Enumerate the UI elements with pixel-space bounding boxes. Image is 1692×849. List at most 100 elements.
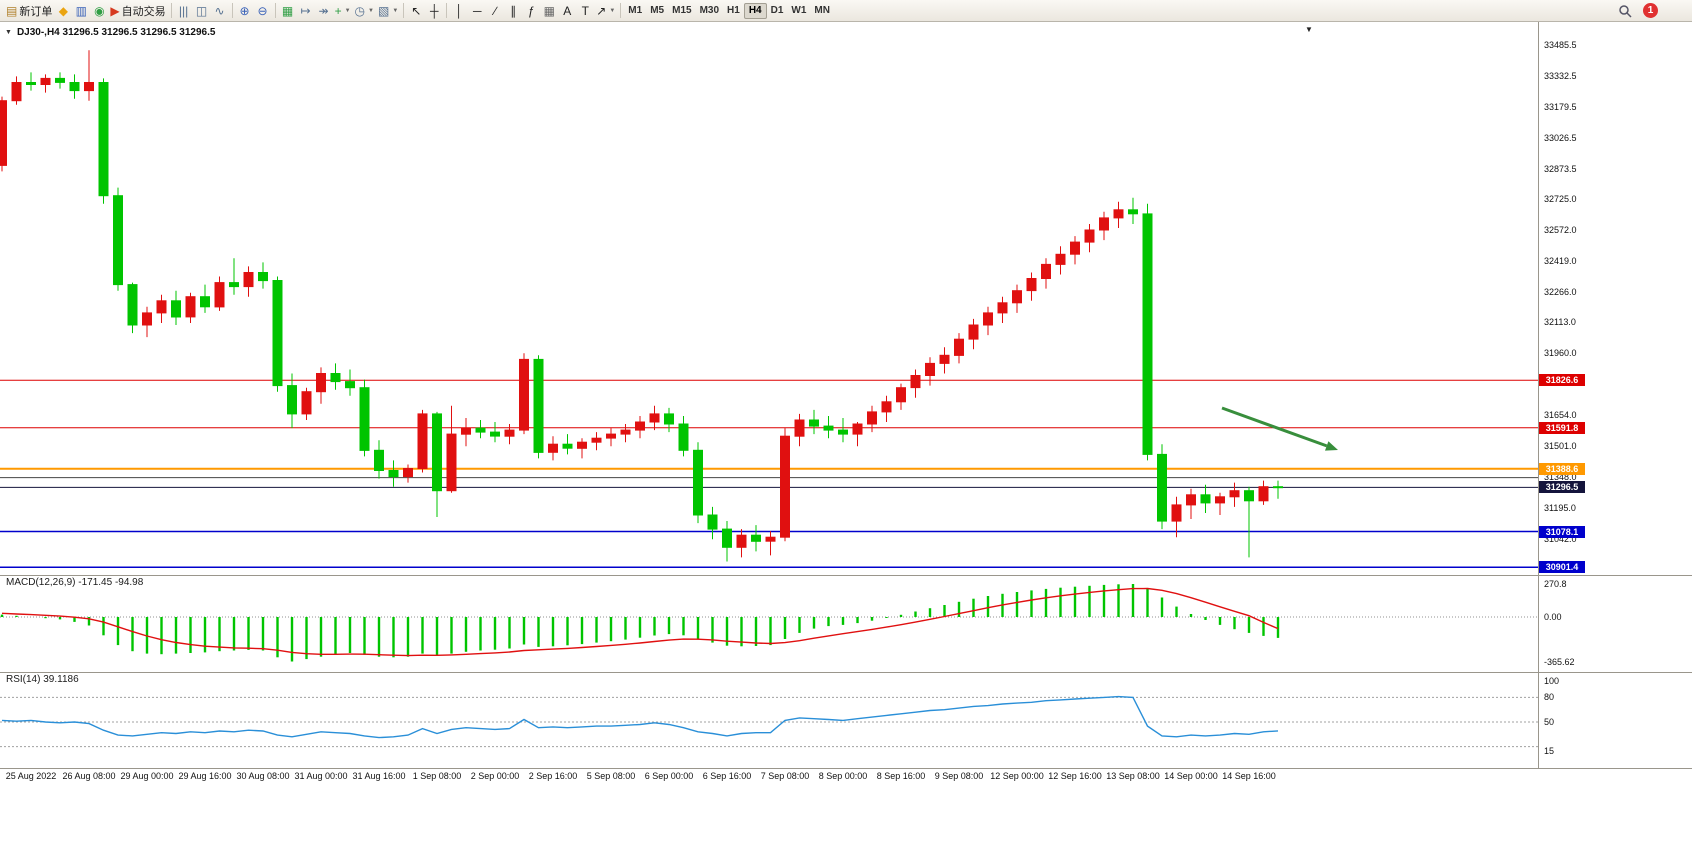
- panel-separator-macd[interactable]: [0, 575, 1692, 576]
- toolbar-items: ▤ 新订单 ◆ ▥ ◉ ▶ 自动交易 ||| ◫ ∿ ⊕ ⊖ ▦ ↦ ↠ + ▼ ◷ ▼ ▧ ▼ ↖ ┼ │ ─ ∕ ∥ ƒ ▦ A T ↗ ▼…: [4, 2, 834, 20]
- rsi-scale-label: 80: [1544, 692, 1555, 703]
- market-watch-icon[interactable]: ▥: [72, 2, 90, 20]
- price-axis-label: 32725.0: [1544, 193, 1577, 204]
- price-axis-label: 31654.0: [1544, 410, 1577, 421]
- label-icon[interactable]: T: [576, 2, 594, 20]
- chart-title-box: ▼ DJ30-,H4 31296.5 31296.5 31296.5 31296…: [5, 27, 215, 38]
- search-icon[interactable]: [1616, 2, 1634, 20]
- new-order-button[interactable]: ▤ 新订单: [4, 2, 54, 20]
- channel-icon[interactable]: ∥: [504, 2, 522, 20]
- metaeditor-icon: ◆: [58, 3, 68, 18]
- timeframe-h1[interactable]: H1: [727, 5, 740, 16]
- chart-shift-icon[interactable]: ↦: [297, 2, 315, 20]
- trendline-icon[interactable]: ∕: [486, 2, 504, 20]
- label-icon: T: [581, 3, 589, 18]
- text-icon[interactable]: A: [558, 2, 576, 20]
- line-chart-icon: ∿: [214, 3, 225, 18]
- vertical-line-icon: │: [455, 3, 464, 18]
- timeframe-mn[interactable]: MN: [814, 5, 830, 16]
- toolbar-separator: [274, 3, 276, 18]
- price-axis-label: 33179.5: [1544, 101, 1577, 112]
- time-axis-border: [0, 768, 1692, 769]
- channel-icon: ∥: [510, 3, 517, 18]
- price-axis-label: 32873.5: [1544, 163, 1577, 174]
- time-axis-label: 14 Sep 16:00: [1222, 771, 1276, 781]
- price-axis-border: [1538, 22, 1539, 768]
- auto-trading-button[interactable]: ▶ 自动交易: [108, 2, 167, 20]
- price-axis-label: 32266.0: [1544, 286, 1577, 297]
- candlestick-chart-icon[interactable]: ◫: [193, 2, 211, 20]
- cursor-icon[interactable]: ↖: [407, 2, 425, 20]
- panel-separator-rsi[interactable]: [0, 672, 1692, 673]
- time-axis-label: 29 Aug 16:00: [178, 771, 232, 781]
- periods-icon[interactable]: ◷ ▼: [353, 2, 376, 20]
- line-chart-icon[interactable]: ∿: [211, 2, 229, 20]
- candlestick-chart-icon: ◫: [195, 3, 208, 18]
- time-axis-label: 25 Aug 2022: [5, 771, 57, 781]
- trendline-icon: ∕: [494, 3, 497, 18]
- price-level-badge: 31078.1: [1539, 525, 1585, 538]
- expert-advisors-icon[interactable]: ◉: [90, 2, 108, 20]
- time-axis-label: 6 Sep 16:00: [702, 771, 752, 781]
- timeframe-m30[interactable]: M30: [699, 5, 720, 16]
- timeframe-h4[interactable]: H4: [743, 2, 767, 19]
- horizontal-line-icon: ─: [473, 3, 482, 18]
- time-axis-label: 30 Aug 08:00: [236, 771, 290, 781]
- crosshair-icon[interactable]: ┼: [425, 2, 443, 20]
- macd-scale-label: 270.8: [1544, 579, 1567, 589]
- price-axis-label: 32572.0: [1544, 224, 1577, 235]
- templates-icon[interactable]: ▧ ▼: [376, 2, 400, 20]
- chart-end-marker: ▼: [1305, 25, 1313, 34]
- templates-icon: ▧: [377, 3, 390, 18]
- grid-icon[interactable]: ▦: [540, 2, 558, 20]
- price-level-badge: 31826.6: [1539, 374, 1585, 387]
- horizontal-line-icon[interactable]: ─: [468, 2, 486, 20]
- zoom-in-icon[interactable]: ⊕: [236, 2, 254, 20]
- time-axis-label: 9 Sep 08:00: [934, 771, 984, 781]
- arrows-icon[interactable]: ↗ ▼: [594, 2, 617, 20]
- rsi-scale-label: 100: [1544, 676, 1560, 686]
- zoom-out-icon[interactable]: ⊖: [254, 2, 272, 20]
- macd-scale-label: -365.62: [1544, 656, 1575, 667]
- metaeditor-icon[interactable]: ◆: [54, 2, 72, 20]
- time-axis-label: 31 Aug 16:00: [352, 771, 406, 781]
- indicators-icon[interactable]: + ▼: [333, 2, 353, 20]
- time-axis-label: 12 Sep 16:00: [1048, 771, 1102, 781]
- rsi-indicator-canvas[interactable]: [0, 672, 1538, 768]
- price-axis-label: 33026.5: [1544, 132, 1577, 143]
- tile-windows-icon[interactable]: ▦: [279, 2, 297, 20]
- auto-scroll-icon[interactable]: ↠: [315, 2, 333, 20]
- periods-icon: ◷: [354, 3, 366, 18]
- price-level-badge: 31388.6: [1539, 462, 1585, 475]
- time-axis-label: 13 Sep 08:00: [1106, 771, 1160, 781]
- one-click-trading-toggle[interactable]: ▼: [5, 29, 12, 36]
- vertical-line-icon[interactable]: │: [450, 2, 468, 20]
- timeframe-w1[interactable]: W1: [791, 5, 807, 16]
- rsi-scale-label: 15: [1544, 745, 1555, 756]
- timeframe-d1[interactable]: D1: [770, 5, 784, 16]
- main-chart-canvas[interactable]: [0, 24, 1538, 575]
- bar-chart-icon[interactable]: |||: [175, 2, 193, 20]
- zoom-in-icon: ⊕: [239, 3, 250, 18]
- new-order-icon: ▤: [6, 3, 18, 18]
- price-axis-label: 31348.0: [1544, 472, 1577, 482]
- auto-scroll-icon: ↠: [318, 3, 329, 18]
- price-axis-label: 32419.0: [1544, 255, 1577, 266]
- rsi-name: RSI(14): [6, 674, 41, 685]
- chart-shift-icon: ↦: [300, 3, 311, 18]
- timeframe-m15[interactable]: M15: [672, 5, 692, 16]
- grid-icon: ▦: [543, 3, 555, 18]
- time-axis-label: 26 Aug 08:00: [62, 771, 116, 781]
- macd-indicator-canvas[interactable]: [0, 575, 1538, 672]
- timeframe-m1[interactable]: M1: [628, 5, 643, 16]
- timeframe-m5[interactable]: M5: [650, 5, 665, 16]
- macd-scale-label: 0.00: [1544, 612, 1562, 622]
- fibonacci-icon[interactable]: ƒ: [522, 2, 540, 20]
- text-icon: A: [563, 3, 572, 18]
- auto-trading-icon: ▶: [110, 3, 120, 18]
- notification-badge[interactable]: 1: [1643, 3, 1658, 18]
- indicators-icon: +: [334, 3, 342, 18]
- toolbar-separator: [403, 3, 405, 18]
- time-axis-label: 5 Sep 08:00: [586, 771, 636, 781]
